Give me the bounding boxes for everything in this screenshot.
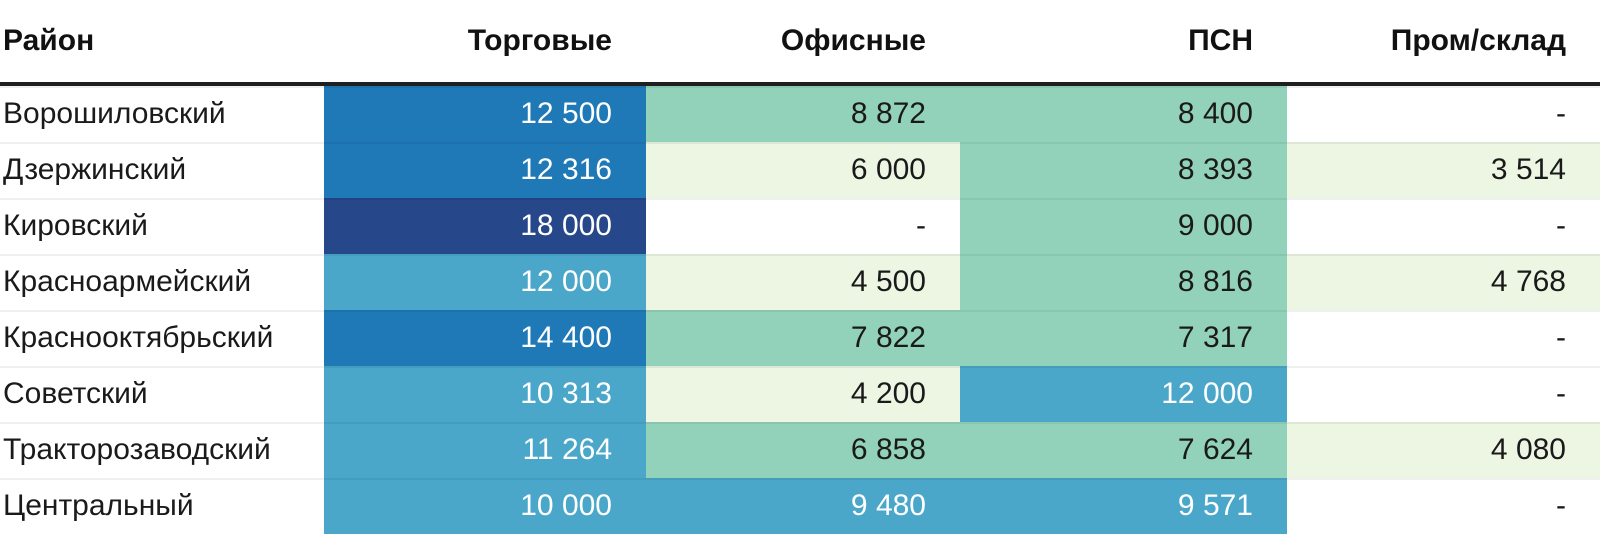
column-header-office: Офисные xyxy=(780,24,926,57)
heatmap-cell-psn: 8 393 xyxy=(960,142,1287,198)
row-label-district: Краснооктябрьский xyxy=(0,310,324,366)
heatmap-cell-office: 9 480 xyxy=(646,478,960,534)
row-label-district: Красноармейский xyxy=(0,254,324,310)
heatmap-cell-industrial: 3 514 xyxy=(1287,142,1600,198)
heatmap-cell-office: 7 822 xyxy=(646,310,960,366)
heatmap-cell-retail: 10 313 xyxy=(324,366,646,422)
heatmap-cell-retail: 12 500 xyxy=(324,86,646,142)
table-row: Краснооктябрьский 14 400 7 822 7 317 - xyxy=(0,310,1600,366)
heatmap-cell-psn: 8 400 xyxy=(960,86,1287,142)
heatmap-cell-industrial: 4 768 xyxy=(1287,254,1600,310)
district-price-heatmap-table: Район Торговые Офисные ПСН Пром/склад Во… xyxy=(0,0,1600,534)
heatmap-cell-psn: 7 624 xyxy=(960,422,1287,478)
heatmap-cell-industrial: - xyxy=(1287,198,1600,254)
heatmap-cell-office: 8 872 xyxy=(646,86,960,142)
heatmap-cell-industrial: 4 080 xyxy=(1287,422,1600,478)
heatmap-cell-retail: 18 000 xyxy=(324,198,646,254)
row-label-district: Тракторозаводский xyxy=(0,422,324,478)
row-label-district: Ворошиловский xyxy=(0,86,324,142)
heatmap-cell-psn: 12 000 xyxy=(960,366,1287,422)
heatmap-cell-retail: 10 000 xyxy=(324,478,646,534)
heatmap-cell-industrial: - xyxy=(1287,86,1600,142)
heatmap-cell-office: 4 500 xyxy=(646,254,960,310)
column-header-district: Район xyxy=(3,24,95,57)
table-header-row: Район Торговые Офисные ПСН Пром/склад xyxy=(0,0,1600,86)
table-row: Красноармейский 12 000 4 500 8 816 4 768 xyxy=(0,254,1600,310)
table-row: Советский 10 313 4 200 12 000 - xyxy=(0,366,1600,422)
heatmap-cell-industrial: - xyxy=(1287,310,1600,366)
table-row: Дзержинский 12 316 6 000 8 393 3 514 xyxy=(0,142,1600,198)
heatmap-cell-retail: 12 316 xyxy=(324,142,646,198)
heatmap-cell-retail: 12 000 xyxy=(324,254,646,310)
row-label-district: Центральный xyxy=(0,478,324,534)
table-row: Тракторозаводский 11 264 6 858 7 624 4 0… xyxy=(0,422,1600,478)
table-row: Ворошиловский 12 500 8 872 8 400 - xyxy=(0,86,1600,142)
column-header-industrial: Пром/склад xyxy=(1390,24,1566,57)
row-label-district: Дзержинский xyxy=(0,142,324,198)
heatmap-cell-office: 4 200 xyxy=(646,366,960,422)
heatmap-cell-psn: 7 317 xyxy=(960,310,1287,366)
column-header-retail: Торговые xyxy=(467,24,612,57)
heatmap-cell-psn: 9 571 xyxy=(960,478,1287,534)
heatmap-cell-office: 6 858 xyxy=(646,422,960,478)
row-label-district: Кировский xyxy=(0,198,324,254)
heatmap-cell-retail: 11 264 xyxy=(324,422,646,478)
heatmap-cell-office: 6 000 xyxy=(646,142,960,198)
heatmap-cell-industrial: - xyxy=(1287,366,1600,422)
table-row: Кировский 18 000 - 9 000 - xyxy=(0,198,1600,254)
heatmap-cell-office: - xyxy=(646,198,960,254)
heatmap-cell-psn: 9 000 xyxy=(960,198,1287,254)
heatmap-cell-retail: 14 400 xyxy=(324,310,646,366)
column-header-psn: ПСН xyxy=(1188,24,1253,57)
heatmap-cell-psn: 8 816 xyxy=(960,254,1287,310)
row-label-district: Советский xyxy=(0,366,324,422)
heatmap-cell-industrial: - xyxy=(1287,478,1600,534)
table-row: Центральный 10 000 9 480 9 571 - xyxy=(0,478,1600,534)
